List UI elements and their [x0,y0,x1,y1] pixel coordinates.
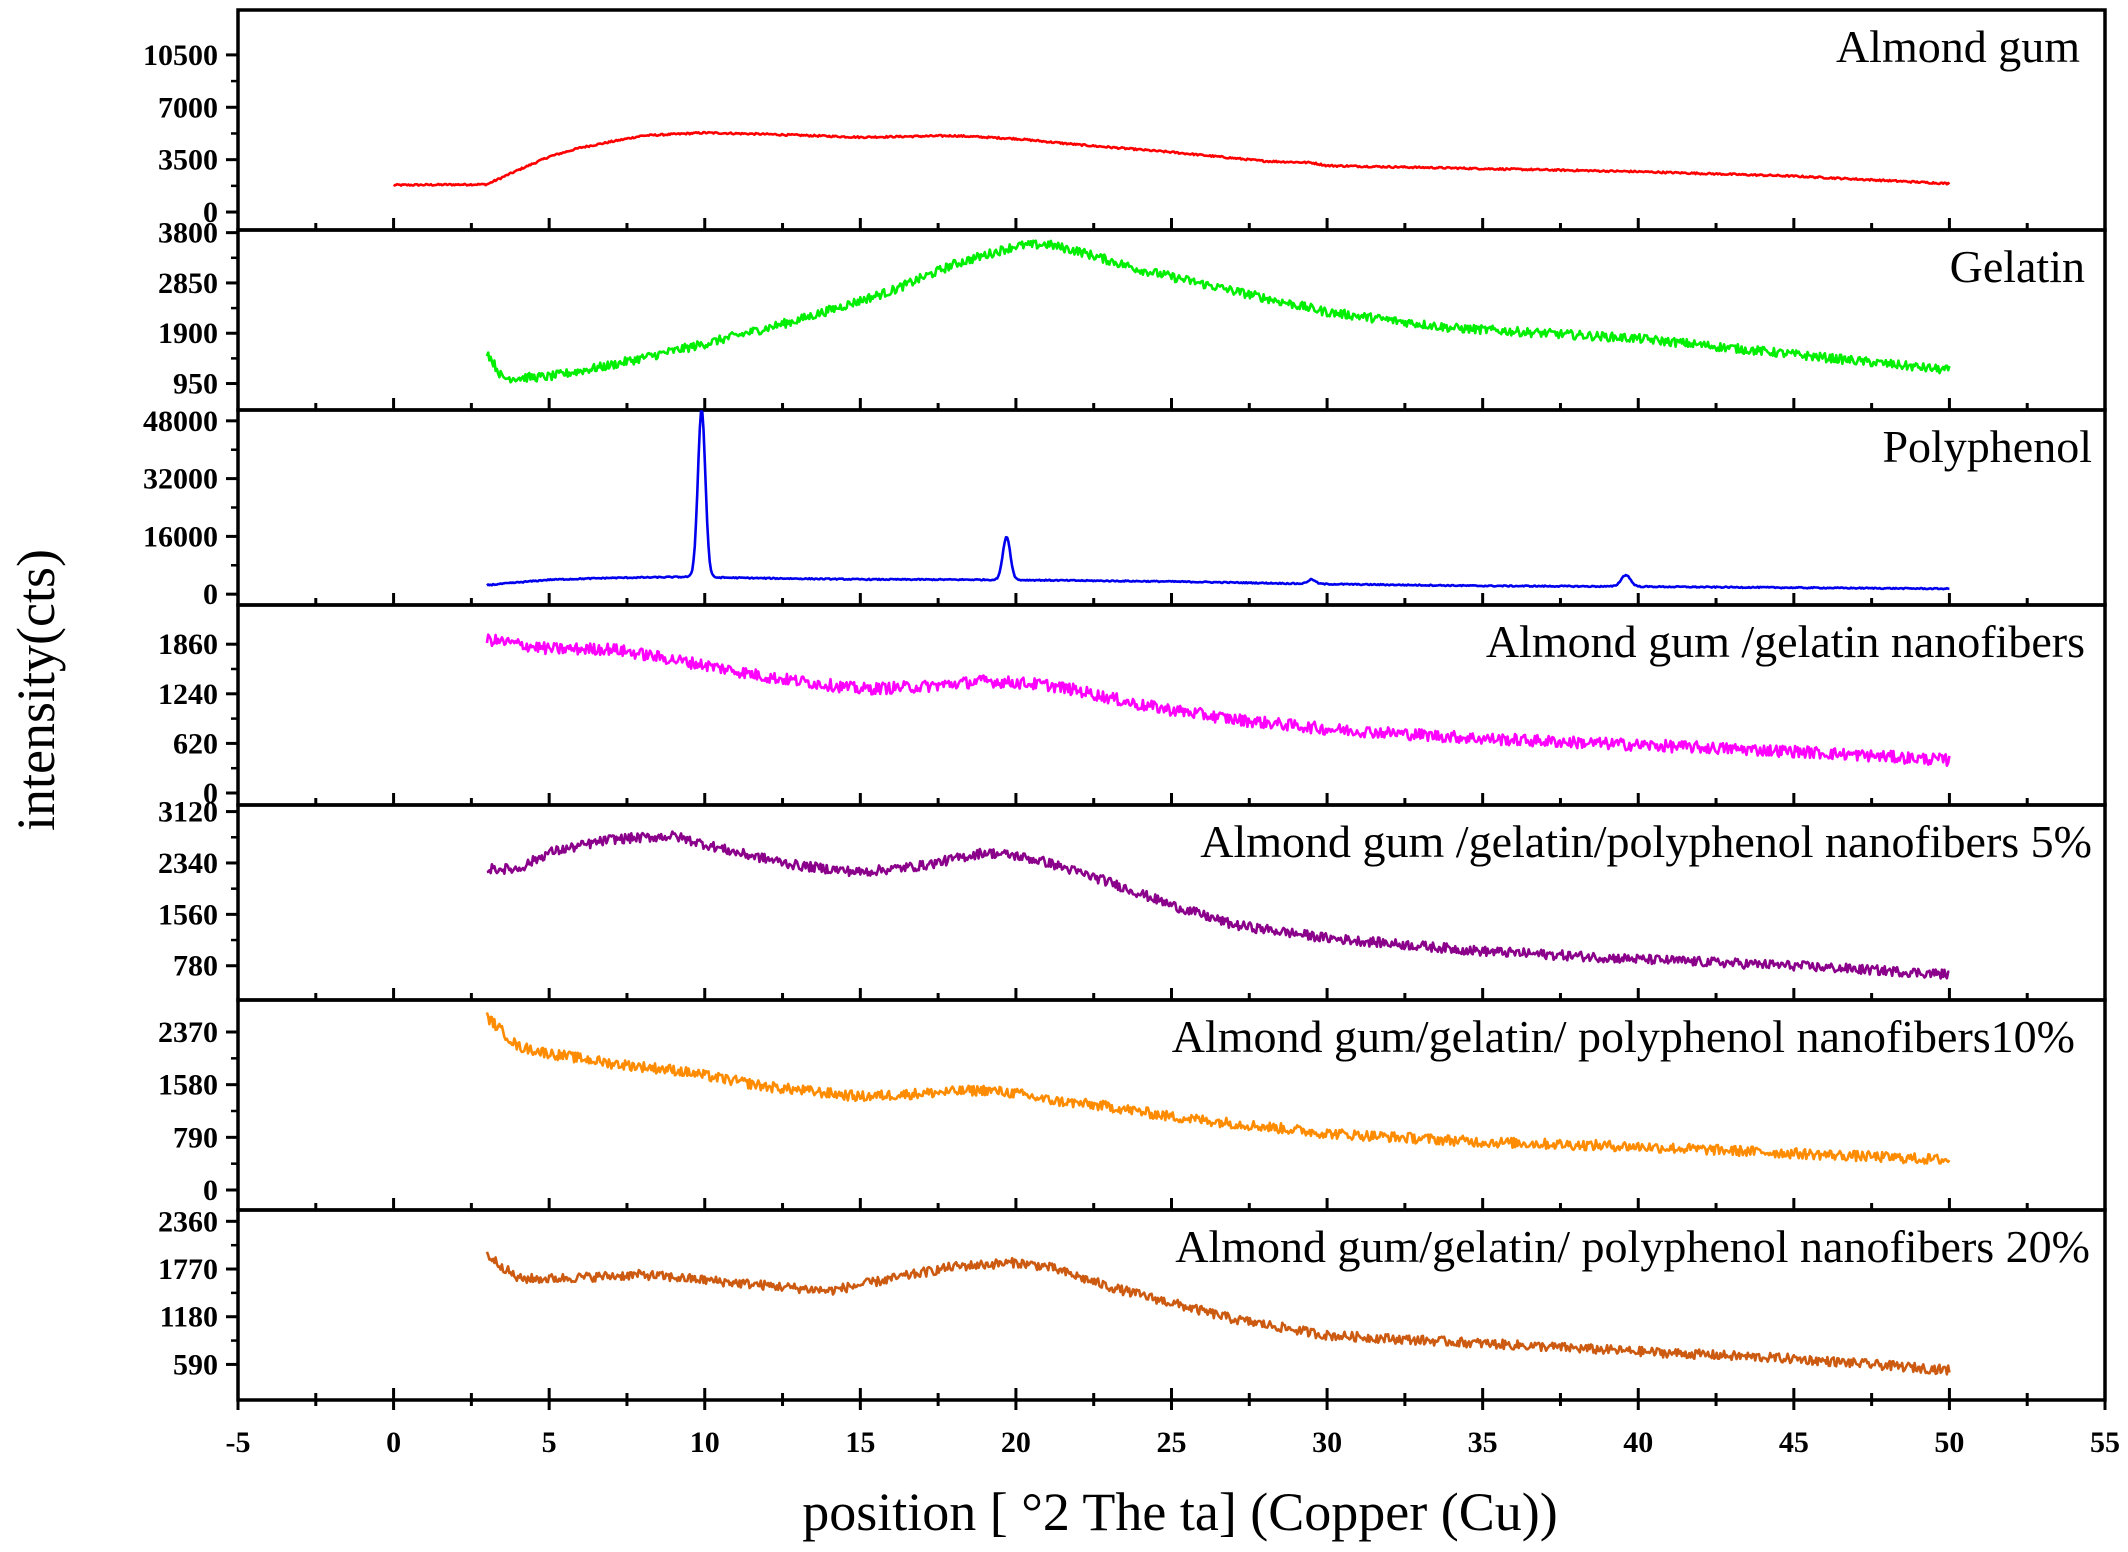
series-label: Almond gum /gelatin/polyphenol nanofiber… [1200,816,2092,867]
y-tick-label: 3800 [158,217,218,250]
series-line-almond-gum-gelatin-polyphenol-nanofibers-5 [486,830,1950,980]
y-tick-label: 0 [203,1174,218,1207]
y-tick-label: 2850 [158,267,218,300]
panel-polyphenol: 0 16000 32000 48000 Polyphenol [143,405,2107,611]
x-tick-label: 20 [1001,1426,1031,1459]
series-label: Almond gum/gelatin/ polyphenol nanofiber… [1172,1011,2075,1062]
y-tick-label: 780 [173,950,218,983]
panel-almond-gum-gelatin-polyphenol-nanofibers-5: 780 1560 2340 3120 Almond gum /gelatin/polyp… [158,796,2107,1002]
x-tick-label: 10 [690,1426,720,1459]
series-label: Almond gum/gelatin/ polyphenol nanofiber… [1175,1221,2090,1272]
x-tick-label: 35 [1468,1426,1498,1459]
y-tick-label: 7000 [158,91,218,124]
y-tick-label: 32000 [143,463,218,496]
panel-frame [236,228,2107,412]
y-tick-label: 2340 [158,847,218,880]
y-tick-label: 16000 [143,520,218,553]
series-label: Gelatin [1950,241,2085,292]
panel-almond-gum-gelatin-polyphenol-nanofibers10: 0 790 1580 2370 Almond gum/gelatin/ polyphen… [158,998,2107,1212]
y-tick-label: 1180 [160,1301,218,1334]
panel-gelatin: 950 1900 2850 3800 Gelatin [158,217,2107,412]
panel-frame [236,8,2107,232]
y-tick-label: 1580 [158,1069,218,1102]
x-tick-label: -5 [226,1426,251,1459]
y-tick-label: 2360 [158,1205,218,1238]
x-tick-label: 25 [1157,1426,1187,1459]
series-line-almond-gum-gelatin-polyphenol-nanofibers-20 [485,1251,1951,1376]
panel-frame [236,408,2107,607]
x-tick-label: 45 [1779,1426,1809,1459]
x-tick-label: 15 [845,1426,875,1459]
y-tick-label: 3500 [158,144,218,177]
y-tick-label: 590 [173,1348,218,1381]
y-tick-label: 48000 [143,405,218,438]
y-tick-label: 0 [203,777,218,810]
x-tick-label: 0 [386,1426,401,1459]
y-tick-label: 0 [203,196,218,229]
series-label: Almond gum [1836,21,2080,72]
series-line-almond-gum [393,130,1951,187]
x-tick-label: 50 [1934,1426,1964,1459]
y-axis-title: intensity(cts) [6,549,66,831]
x-tick-label: 30 [1312,1426,1342,1459]
y-tick-label: 1770 [158,1253,218,1286]
y-tick-label: 1900 [158,317,218,350]
y-tick-label: 10500 [143,39,218,72]
series-label: Polyphenol [1882,421,2092,472]
y-tick-label: 790 [173,1121,218,1154]
y-tick-label: 1560 [158,898,218,931]
panel-almond-gum: 0 3500 7000 10500 Almond gum [143,8,2107,232]
y-tick-label: 620 [173,727,218,760]
x-tick-label: 40 [1623,1426,1653,1459]
y-tick-label: 1240 [158,678,218,711]
y-tick-label: 950 [173,368,218,401]
panel-almond-gum-gelatin-nanofibers: 0 620 1240 1860 Almond gum /gelatin nanofibe… [158,603,2107,810]
series-line-polyphenol [486,410,1950,591]
x-tick-label: 5 [542,1426,557,1459]
series-label: Almond gum /gelatin nanofibers [1486,616,2085,667]
series-line-almond-gum-gelatin-polyphenol-nanofibers10 [485,1012,1951,1165]
y-tick-label: 2370 [158,1016,218,1049]
series-line-almond-gum-gelatin-nanofibers [485,633,1951,767]
y-tick-label: 0 [203,578,218,611]
y-tick-label: 1860 [158,628,218,661]
y-tick-label: 3120 [158,796,218,829]
x-axis-title: position [ °2 The ta] (Copper (Cu)) [802,1482,1557,1542]
panel-almond-gum-gelatin-polyphenol-nanofibers-20: 590 1180 1770 2360 Almond gum/gelatin/ polyp… [158,1205,2107,1410]
x-tick-label: 55 [2090,1426,2120,1459]
series-line-gelatin [485,239,1951,384]
